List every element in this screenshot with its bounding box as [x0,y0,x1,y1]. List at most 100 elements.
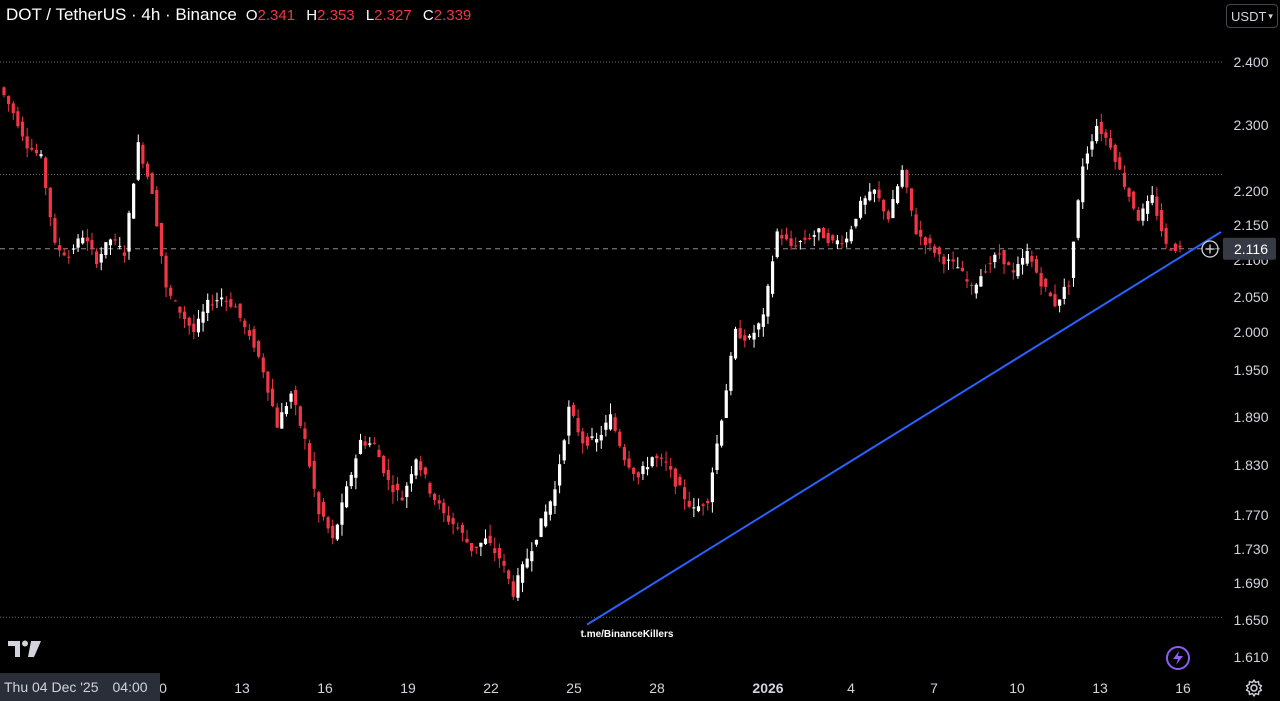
candle-body [567,406,571,436]
candle-body [400,497,404,501]
candle-down [67,250,71,264]
candle-down [914,207,918,236]
candle-down [571,402,576,418]
candle-body [386,469,390,480]
candle-down [886,209,890,223]
x-tick-label: 7 [930,680,938,696]
candle-body [511,581,515,597]
candle-down [2,86,6,98]
candle-body [960,267,964,271]
candle-down [659,453,664,467]
lightning-bolt-icon[interactable] [1166,646,1190,670]
candle-up [733,326,738,360]
candle-body [784,234,789,240]
candle-up [868,183,872,202]
candle-down [428,481,432,498]
candle-body [307,443,312,467]
candle-body [81,237,85,244]
candle-body [118,245,122,247]
candle-down [1053,284,1057,308]
candle-down [701,502,705,516]
tradingview-logo-icon[interactable] [7,638,43,660]
gear-icon[interactable] [1244,678,1264,698]
trendline[interactable] [586,231,1222,626]
candle-body [608,414,613,430]
time-axis[interactable]: 0 13 16 19 22 25 28 2026 4 7 10 13 16 [159,680,1191,696]
candle-body [599,434,603,441]
candle-up [118,237,122,250]
candle-down [877,181,881,202]
candle-body [178,306,182,313]
symbol-header: DOT / TetherUS · 4h · Binance O2.341 H2.… [6,5,478,25]
y-tick-label: 1.770 [1233,507,1268,523]
candle-body [951,259,955,262]
candle-body [57,245,62,251]
candle-body [997,253,1002,255]
candle-body [363,441,367,446]
candle-up [956,257,960,269]
candle-body [965,279,969,282]
ascending-trendline[interactable] [586,231,1222,626]
symbol-title[interactable]: DOT / TetherUS · 4h · Binance [6,5,237,24]
candle-up [1020,248,1025,275]
candle-body [900,169,904,187]
candle-body [1164,227,1168,244]
candle-up [71,244,76,255]
candle-down [840,235,844,249]
candle-down [298,405,302,429]
candle-down [585,433,589,450]
price-axis[interactable]: 2.4002.3002.2002.1502.1002.0502.0001.950… [1223,54,1276,665]
candle-body [659,457,664,459]
candle-body [136,142,140,180]
candle-body [39,154,43,157]
candle-down [187,316,191,335]
y-tick-label: 2.300 [1233,117,1268,133]
candle-body [993,254,997,263]
candle-body [331,525,335,539]
candlesticks [2,86,1182,601]
candle-down [178,306,182,319]
candle-body [794,245,798,247]
plus-circle-icon[interactable] [1200,239,1220,259]
candle-body [127,212,131,252]
candle-up [641,461,645,480]
candle-body [409,474,414,484]
candle-down [25,127,29,158]
candle-down [90,232,94,256]
candle-down [632,466,636,481]
candle-body [520,564,525,583]
candle-body [530,551,534,562]
candle-body [182,311,187,320]
chevron-down-icon: ▾ [1268,10,1273,21]
candle-down [460,522,464,542]
y-tick-label: 1.650 [1233,612,1268,628]
candle-up [1076,198,1080,241]
candle-body [752,332,756,340]
candle-down [636,471,640,485]
candle-down [933,244,937,258]
candle-body [641,466,645,475]
candle-body [632,467,636,474]
candle-down [1108,129,1113,150]
candle-down [307,439,312,469]
candle-body [238,303,242,318]
candle-body [673,468,677,487]
candle-body [502,560,506,566]
candle-body [539,518,543,537]
candle-down [1044,277,1048,292]
candle-up [604,414,608,437]
candle-up [405,482,409,509]
candle-body [803,237,807,240]
candle-down [238,303,242,322]
ohlc-close-value: 2.339 [433,7,472,24]
candle-down [497,543,502,568]
x-tick-label: 22 [483,680,499,696]
candle-up [206,293,210,322]
candle-body [349,474,353,487]
candle-up [414,458,418,480]
candle-down [669,457,673,478]
candle-body [933,246,937,253]
currency-selector[interactable]: USDT ▾ [1226,4,1278,28]
